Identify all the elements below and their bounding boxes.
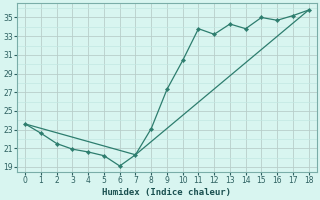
X-axis label: Humidex (Indice chaleur): Humidex (Indice chaleur) [102,188,231,197]
